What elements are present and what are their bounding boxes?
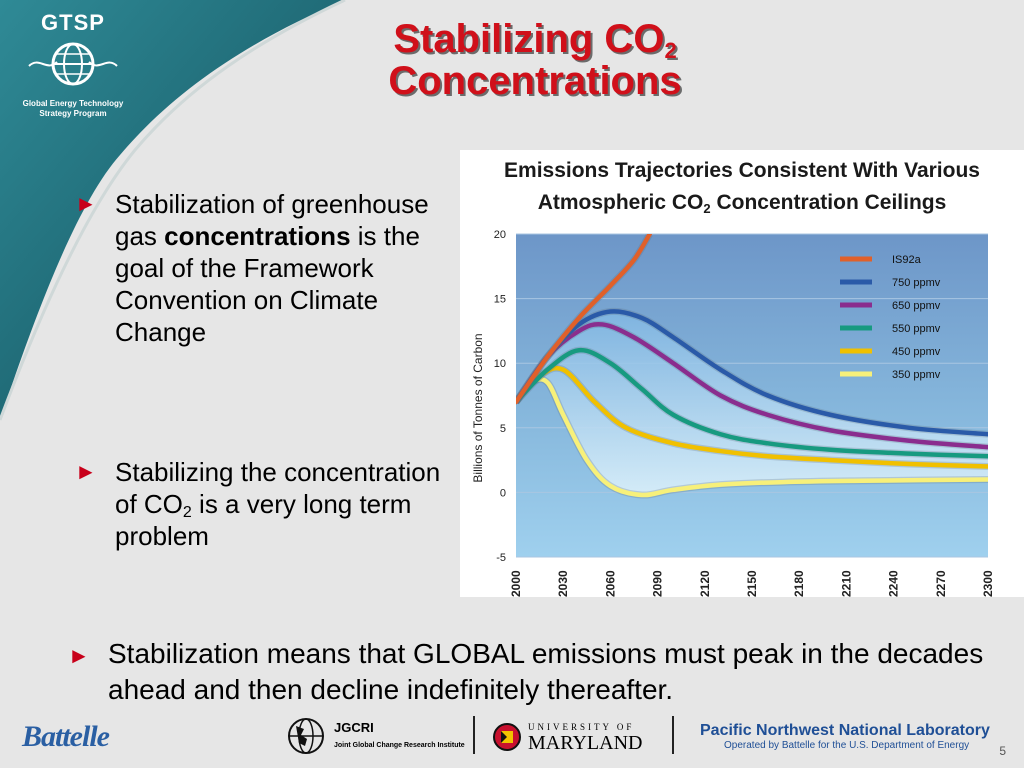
- slide-title-subscript: 2: [664, 38, 677, 63]
- jgcri-name: JGCRI: [334, 720, 374, 735]
- bullet-3-text: Stabilization means that GLOBAL emission…: [108, 638, 984, 705]
- legend-label: 450 ppmv: [892, 346, 941, 358]
- x-tick-label: 2060: [603, 570, 617, 597]
- chart-title-line2: Atmospheric CO2 Concentration Ceilings: [538, 191, 947, 216]
- x-tick-label: 2210: [839, 570, 853, 597]
- bullet-long-term-problem: ► Stabilizing the concentration of CO2 i…: [75, 456, 455, 552]
- y-tick-label: -5: [496, 552, 506, 564]
- legend-label: 550 ppmv: [892, 323, 941, 335]
- page-number: 5: [999, 744, 1006, 758]
- x-tick-label: 2090: [651, 570, 665, 597]
- series-line-350-ppmv: [516, 377, 988, 498]
- jgcri-globe-icon: [288, 718, 324, 754]
- bullet-arrow-icon: ►: [68, 643, 90, 668]
- bullet-arrow-icon: ►: [75, 459, 97, 484]
- battelle-logo: Battelle: [22, 720, 110, 753]
- x-tick-label: 2240: [887, 570, 901, 597]
- bullet-2-subscript: 2: [182, 504, 192, 521]
- pnnl-subtitle: Operated by Battelle for the U.S. Depart…: [724, 740, 970, 751]
- bullet-1-bold: concentrations: [164, 221, 351, 251]
- chart-y-axis-label: Billions of Tonnes of Carbon: [471, 333, 485, 482]
- umd-name-top: UNIVERSITY OF: [528, 722, 635, 732]
- legend-label: IS92a: [892, 254, 922, 266]
- y-tick-label: 15: [494, 294, 506, 306]
- series-line-450-ppmv: [516, 365, 988, 469]
- chart-range-band: [516, 311, 988, 496]
- bullet-2-text-a: Stabilizing the concentration of CO: [115, 457, 441, 519]
- x-tick-label: 2120: [698, 570, 712, 597]
- y-tick-label: 5: [500, 423, 506, 435]
- legend-label: 750 ppmv: [892, 277, 941, 289]
- x-tick-label: 2000: [509, 570, 523, 597]
- umd-name-bottom: MARYLAND: [528, 732, 643, 754]
- x-tick-label: 2030: [556, 570, 570, 597]
- slide-title: Stabilizing CO2 Concentrations: [300, 18, 770, 102]
- series-line-750-ppmv: [516, 309, 988, 437]
- umd-seal-icon: [493, 723, 521, 751]
- chart-title-line1: Emissions Trajectories Consistent With V…: [504, 159, 980, 182]
- x-tick-label: 2150: [745, 570, 759, 597]
- bullet-global-emissions: ► Stabilization means that GLOBAL emissi…: [68, 636, 1008, 708]
- slide-title-line1: Stabilizing CO: [393, 17, 665, 61]
- slide-title-line2: Concentrations: [388, 59, 682, 103]
- x-tick-label: 2180: [792, 570, 806, 597]
- series-line-is92a: [516, 234, 652, 405]
- legend-label: 650 ppmv: [892, 300, 941, 312]
- series-line-550-ppmv: [516, 348, 988, 459]
- y-tick-label: 10: [494, 358, 506, 370]
- x-tick-label: 2270: [934, 570, 948, 597]
- jgcri-logo: JGCRI Joint Global Change Research Insti…: [282, 716, 465, 761]
- bullet-arrow-icon: ►: [75, 191, 97, 216]
- jgcri-subtitle: Joint Global Change Research Institute: [334, 742, 465, 749]
- gtsp-logo-subtitle: Global Energy Technology Strategy Progra…: [22, 99, 124, 118]
- footer-divider: [672, 716, 674, 754]
- gtsp-logo-name: GTSP: [41, 10, 105, 35]
- y-tick-label: 0: [500, 487, 506, 499]
- series-line-650-ppmv: [516, 321, 988, 450]
- bullet-1-text-a: Stabilization of greenhouse gas: [115, 189, 429, 251]
- x-tick-label: 2300: [981, 570, 995, 597]
- bullet-1-text-b: is the goal of the Framework Convention …: [115, 221, 420, 347]
- globe-icon: [28, 42, 118, 86]
- pnnl-logo: Pacific Northwest National Laboratory Op…: [700, 722, 990, 751]
- pnnl-name: Pacific Northwest National Laboratory: [700, 722, 990, 739]
- footer-divider: [473, 716, 475, 754]
- umd-logo: UNIVERSITY OF MARYLAND: [492, 722, 642, 757]
- bullet-framework-convention: ► Stabilization of greenhouse gas concen…: [75, 188, 455, 348]
- bullet-2-text-b: is a very long term problem: [115, 489, 412, 551]
- gtsp-logo: GTSP Global Energy Technology Strategy P…: [18, 10, 128, 119]
- y-tick-label: 20: [494, 229, 506, 241]
- emissions-chart: Emissions Trajectories Consistent With V…: [460, 150, 1024, 597]
- legend-label: 350 ppmv: [892, 369, 941, 381]
